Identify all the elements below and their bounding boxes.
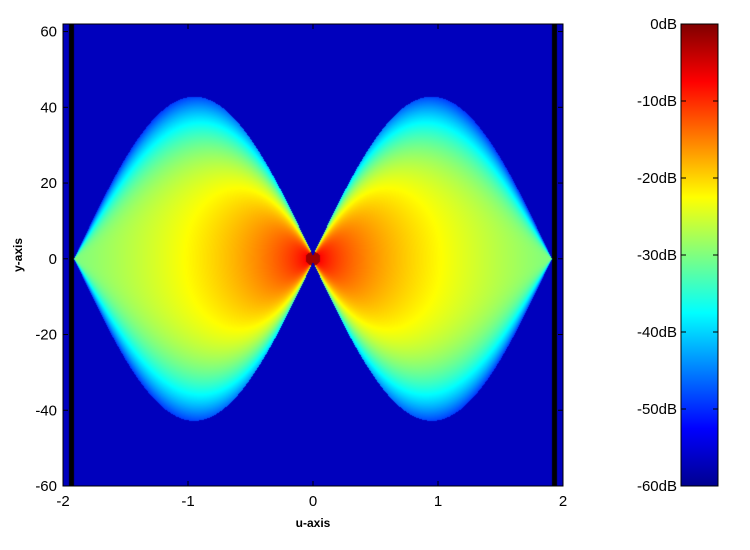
colorbar-tick-label: -40dB	[637, 324, 677, 341]
plot-area	[62, 23, 564, 487]
x-tick-label: 2	[559, 493, 567, 510]
y-tick-label: 20	[40, 175, 57, 192]
heatmap-image	[63, 24, 563, 486]
y-tick-label: -60	[35, 478, 57, 495]
y-axis-label: y-axis	[11, 238, 25, 272]
colorbar-tick-label: -20dB	[637, 170, 677, 187]
x-axis-label: u-axis	[296, 516, 331, 530]
colorbar-tick-label: -10dB	[637, 93, 677, 110]
y-tick-label: 40	[40, 99, 57, 116]
colorbar-tick-label: -50dB	[637, 401, 677, 418]
colorbar-tick-label: -60dB	[637, 478, 677, 495]
x-tick-label: 1	[434, 493, 442, 510]
y-axis-ticks: -60 -40 -20 0 20 40 60	[35, 24, 563, 495]
colorbar-tick-label: 0dB	[650, 16, 677, 33]
y-tick-label: -20	[35, 327, 57, 344]
colorbar: 0dB -10dB -20dB -30dB -40dB -50dB -60dB	[637, 16, 719, 495]
x-tick-label: 0	[309, 493, 317, 510]
x-tick-label: -1	[181, 493, 194, 510]
x-tick-label: -2	[56, 493, 69, 510]
y-tick-label: 60	[40, 24, 57, 41]
y-tick-label: 0	[49, 251, 57, 268]
colorbar-tick-label: -30dB	[637, 247, 677, 264]
x-axis-ticks: -2 -1 0 1 2	[56, 24, 567, 510]
colorbar-ticks: 0dB -10dB -20dB -30dB -40dB -50dB -60dB	[637, 16, 718, 495]
colorbar-scale	[680, 23, 719, 487]
y-tick-label: -40	[35, 402, 57, 419]
